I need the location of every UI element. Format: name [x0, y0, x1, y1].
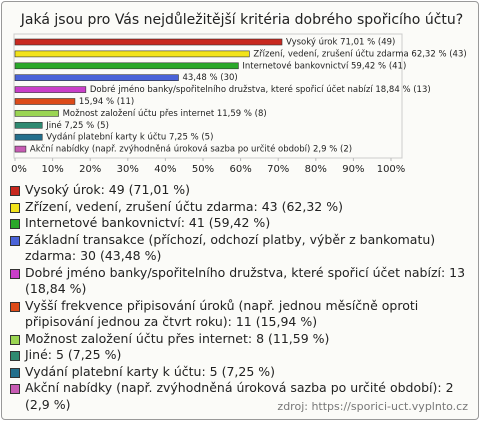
legend-swatch: [10, 235, 20, 246]
legend-swatch: [10, 202, 20, 213]
legend-label: Vyšší frekvence připisování úroků (např.…: [25, 297, 419, 330]
legend-label: Zřízení, vedení, zrušení účtu zdarma: 43…: [25, 198, 343, 214]
x-tick-label: 50%: [192, 164, 214, 175]
x-tick-label: 30%: [117, 164, 139, 175]
plot-frame: [13, 33, 403, 159]
x-tick-label: 40%: [154, 164, 176, 175]
bar: [14, 133, 43, 141]
x-tick-label: 70%: [267, 164, 289, 175]
bar-label: Vydání platební karty k účtu 7,25 % (5): [46, 132, 213, 143]
bar: [14, 86, 87, 93]
x-tick-label: 0%: [11, 164, 27, 175]
bar: [14, 145, 27, 153]
bar: [14, 62, 239, 70]
bar-label: Vysoký úrok 71,01 % (49): [286, 38, 395, 48]
bar-label: 43,48 % (30): [182, 73, 237, 83]
legend-item: Vyšší frekvence připisování úroků (např.…: [10, 298, 472, 331]
legend-item: Internetové bankovnictví: 41 (59,42 %): [10, 215, 472, 232]
source: zdroj: https://sporici-uct.vyplnto.cz: [277, 400, 468, 413]
legend-item: Akční nabídky (např. zvýhodněná úroková …: [10, 380, 472, 413]
chart: Jaká jsou pro Vás nejdůležitější kritéri…: [11, 12, 467, 175]
legend-item: Zřízení, vedení, zrušení účtu zdarma: 43…: [10, 199, 472, 216]
bar-label: Internetové bankovnictví 59,42 % (41): [242, 60, 406, 71]
legend-item: Základní transakce (příchozí, odchozí pl…: [10, 232, 472, 265]
bar: [14, 122, 43, 129]
bar: [14, 38, 283, 46]
bar-label: Akční nabídky (např. zvýhodněná úroková …: [30, 144, 352, 155]
bar-label: Dobré jméno banky/spořitelního družstva,…: [90, 84, 431, 95]
x-tick-label: 60%: [229, 164, 251, 175]
legend-label: Základní transakce (příchozí, odchozí pl…: [25, 231, 436, 264]
bar: [14, 50, 250, 58]
legend-item: Vydání platební karty k účtu: 5 (7,25 %): [10, 364, 472, 381]
x-tick-label: 100%: [377, 164, 406, 175]
legend-label: Vydání platební karty k účtu: 5 (7,25 %): [25, 363, 276, 379]
legend-label: Možnost založení účtu přes internet: 8 (…: [25, 330, 330, 346]
legend-label: Akční nabídky (např. zvýhodněná úroková …: [25, 380, 454, 412]
legend-item: Vysoký úrok: 49 (71,01 %): [10, 182, 472, 199]
legend-label: Jiné: 5 (7,25 %): [25, 347, 122, 362]
x-tick-label: 90%: [342, 164, 364, 175]
legend-swatch: [10, 351, 20, 361]
bar-label: Možnost založení účtu přes internet 11,5…: [63, 108, 267, 119]
legend-item: Dobré jméno banky/spořitelního družstva,…: [10, 265, 472, 298]
legend: Vysoký úrok: 49 (71,01 %) Zřízení, vedení…: [10, 182, 472, 413]
x-tick-label: 20%: [79, 164, 101, 175]
legend-label: Vysoký úrok: 49 (71,01 %): [25, 182, 191, 197]
x-tick-label: 10%: [41, 164, 63, 175]
bar: [14, 110, 59, 117]
bar: [14, 98, 76, 105]
legend-label: Dobré jméno banky/spořitelního družstva,…: [25, 264, 466, 297]
legend-swatch: [10, 186, 20, 196]
bar-label: Jiné 7,25 % (5): [45, 120, 109, 131]
legend-item: Jiné: 5 (7,25 %): [10, 347, 472, 364]
bar-label: 15,94 % (11): [79, 97, 134, 107]
legend-swatch: [10, 301, 20, 312]
legend-label: Internetové bankovnictví: 41 (59,42 %): [25, 215, 271, 230]
legend-swatch: [10, 268, 20, 279]
legend-swatch: [10, 219, 20, 229]
bar: [14, 74, 179, 81]
x-tick-label: 80%: [305, 164, 327, 175]
legend-swatch: [10, 384, 20, 394]
legend-swatch: [10, 334, 20, 345]
legend-item: Možnost založení účtu přes internet: 8 (…: [10, 331, 472, 348]
bar-label: Zřízení, vedení, zrušení účtu zdarma 62,…: [253, 48, 466, 59]
legend-swatch: [10, 367, 20, 378]
chart-title: Jaká jsou pro Vás nejdůležitější kritéri…: [20, 12, 463, 28]
